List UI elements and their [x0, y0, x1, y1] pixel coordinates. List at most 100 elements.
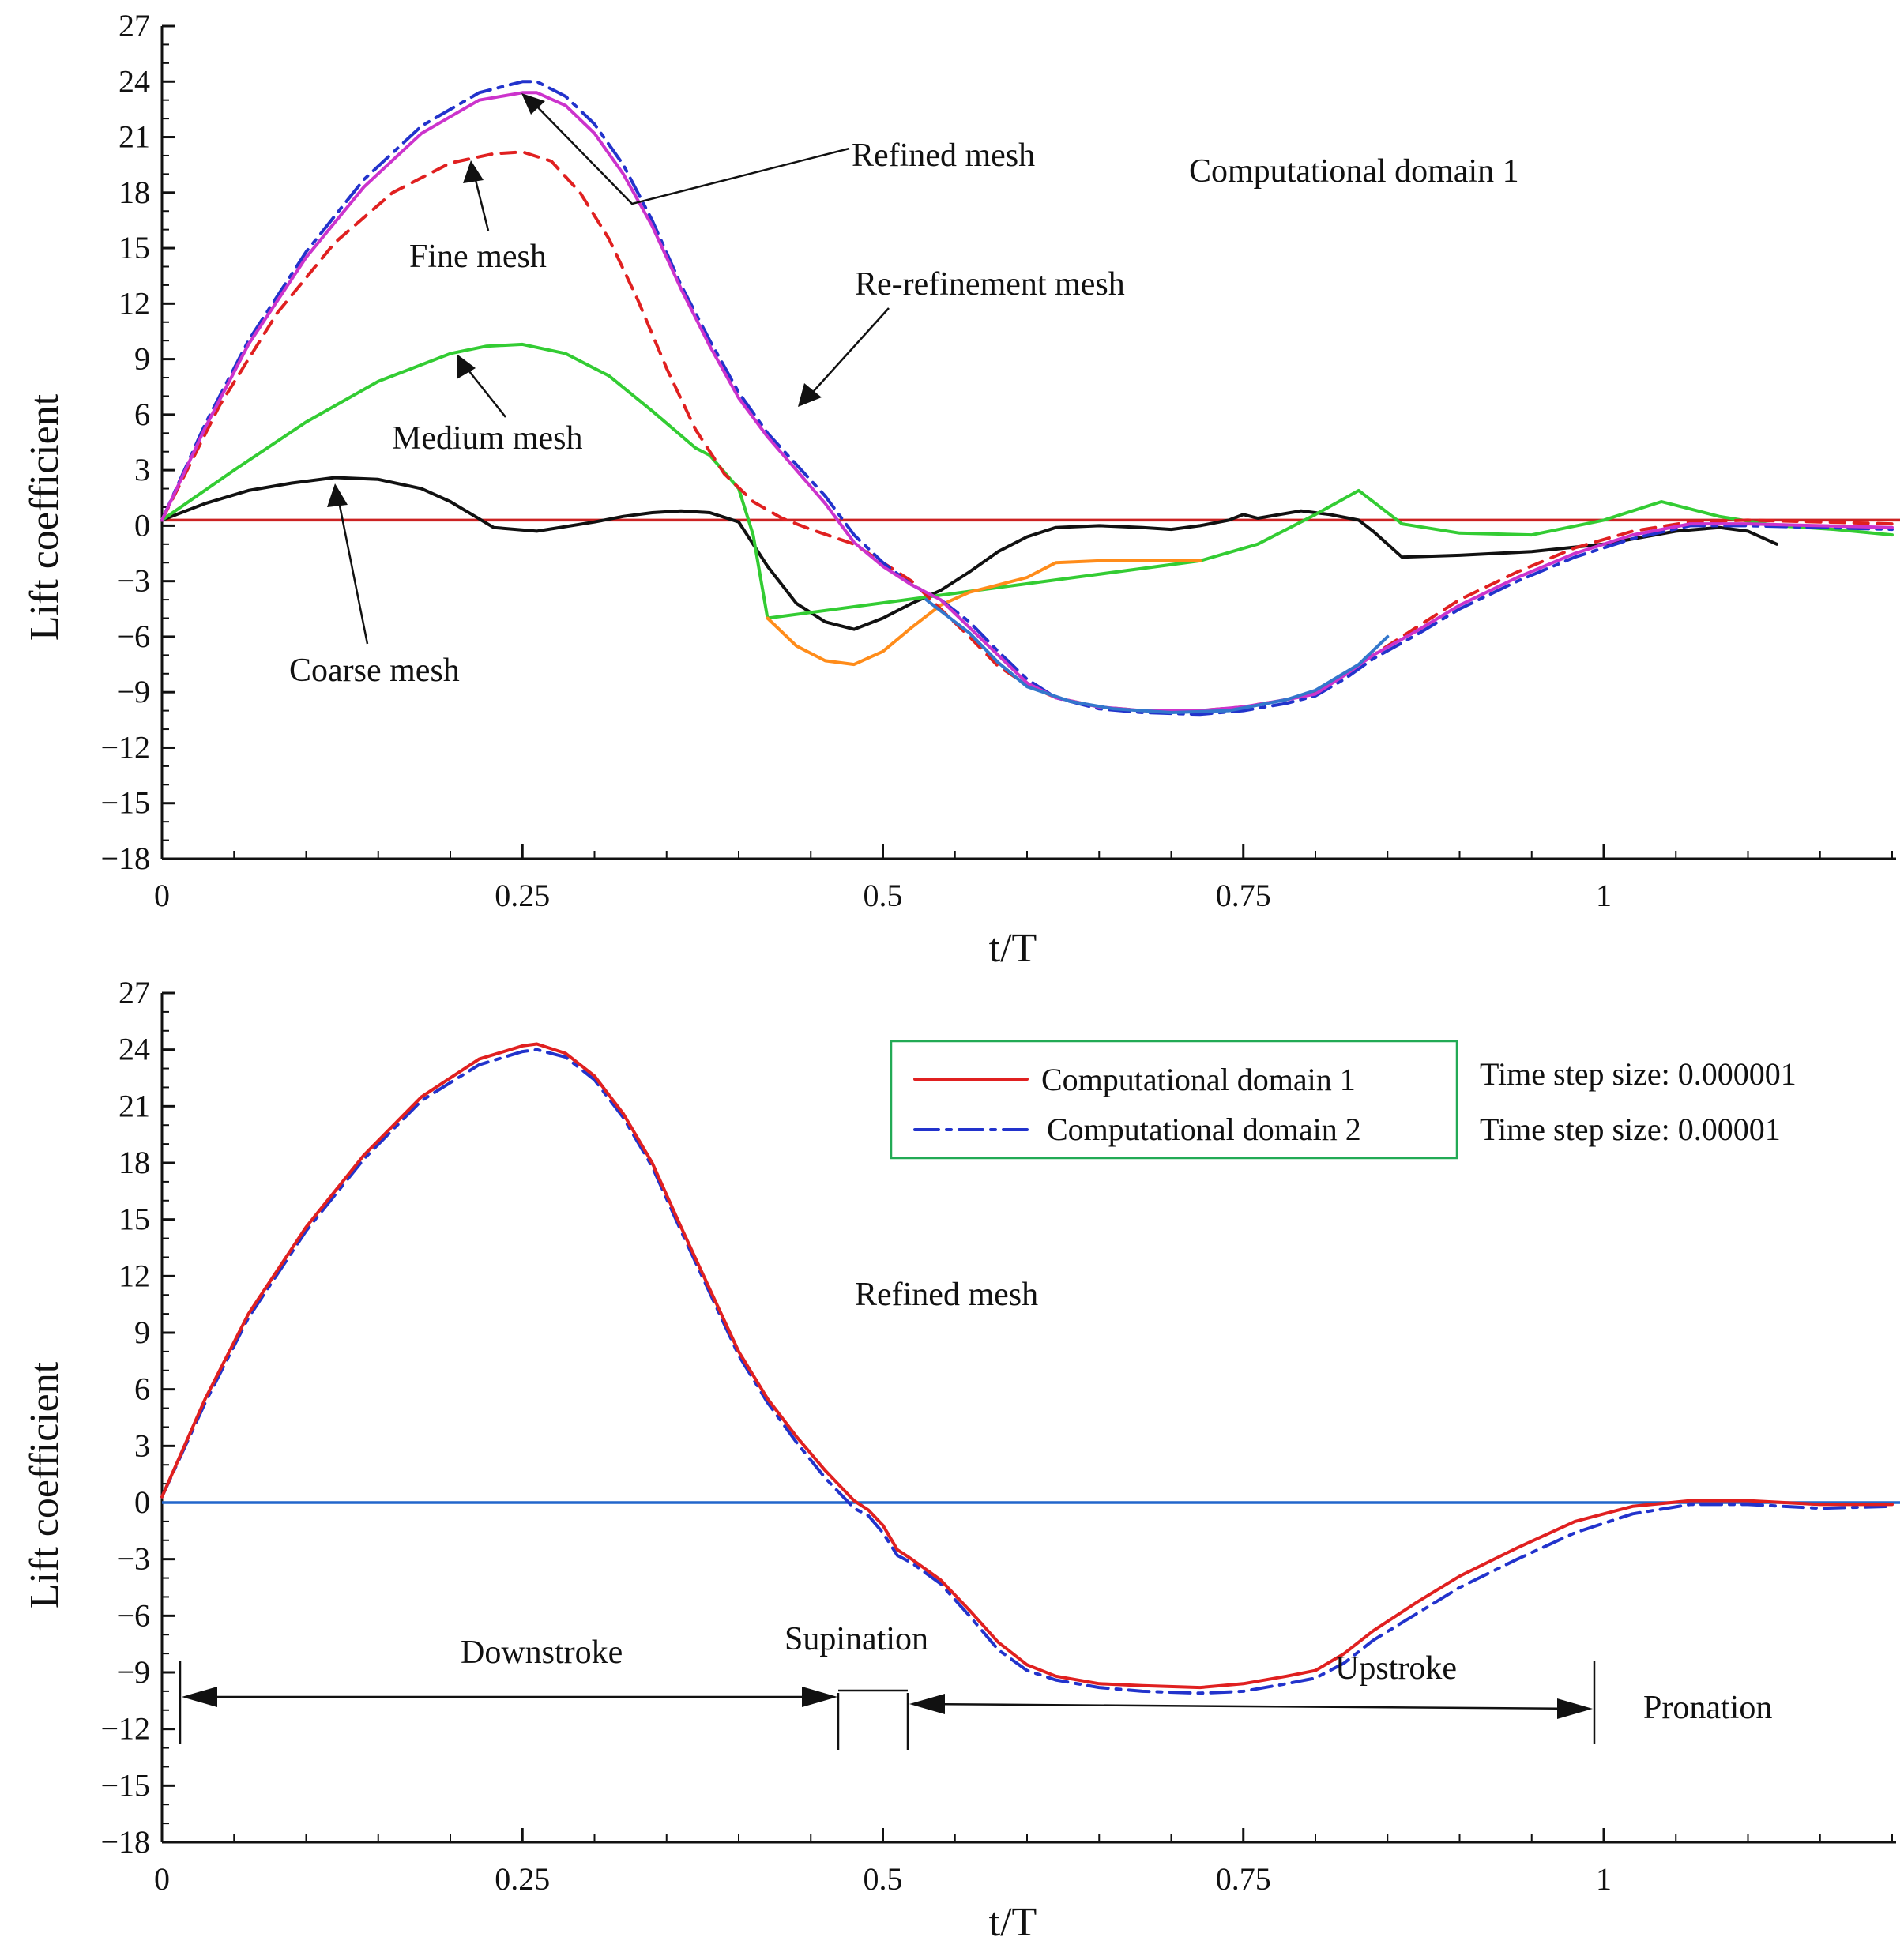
refined-mesh-arrow-head: [521, 93, 545, 115]
bottom-ytick-label: 15: [119, 1202, 150, 1237]
upstroke-arrow-left: [909, 1694, 945, 1714]
top-xtick-label: 0: [154, 878, 170, 913]
refined-mesh-label: Refined mesh: [852, 137, 1035, 174]
upstroke-label: Upstroke: [1335, 1650, 1457, 1687]
bottom-series-group: [160, 1042, 1894, 1695]
top-ytick-label: 21: [119, 119, 150, 155]
bottom-ytick-label: −15: [100, 1767, 150, 1803]
top-y-tick-labels: −18 −15 −12 −9 −6 −3 0 3 6 9 12 15 18 21 24 27: [100, 8, 150, 876]
top-x-axis-title: t/T: [989, 926, 1037, 971]
bottom-series-dom1: [160, 1042, 1894, 1690]
rerefinement-mesh-arrow-line: [813, 307, 890, 392]
time-step-label-2: Time step size: 0.00001: [1480, 1112, 1781, 1147]
top-xtick-label: 0.75: [1216, 878, 1271, 913]
bottom-series-dom2: [160, 1048, 1894, 1695]
top-ytick-label: −9: [116, 674, 150, 709]
fine-mesh-arrow-head: [463, 160, 484, 183]
top-series-rerefined: [160, 80, 1894, 717]
top-series-orange: [766, 559, 1202, 667]
bottom-ytick-label: −6: [116, 1597, 150, 1633]
fine-mesh-label: Fine mesh: [409, 239, 547, 275]
top-series-coarse: [160, 476, 1778, 631]
annotation-coarse-mesh: Coarse mesh: [289, 483, 460, 689]
top-ytick-label: 6: [134, 397, 150, 432]
top-xtick-label: 1: [1596, 878, 1612, 913]
bottom-ytick-label: 12: [119, 1258, 150, 1293]
top-series-refined: [160, 91, 1894, 713]
medium-mesh-arrow-head: [457, 354, 476, 379]
bottom-ytick-label: 24: [119, 1032, 150, 1067]
bottom-y-axis-title: Lift coefficient: [22, 1361, 67, 1608]
annotation-fine-mesh: Fine mesh: [409, 160, 547, 275]
refined-mesh-panel-label: Refined mesh: [855, 1277, 1038, 1313]
phase-markers: Downstroke Supination Upstroke Pronation: [179, 1621, 1772, 1750]
top-y-axis-title: Lift coefficient: [22, 393, 67, 641]
pronation-label: Pronation: [1643, 1690, 1772, 1726]
computational-domain-1-label: Computational domain 1: [1189, 153, 1519, 190]
bottom-xtick-label: 0.5: [864, 1861, 903, 1897]
downstroke-arrow-left: [182, 1687, 217, 1707]
bottom-ytick-label: 18: [119, 1145, 150, 1180]
refined-mesh-arrow-line: [532, 102, 850, 205]
top-ytick-label: 9: [134, 341, 150, 377]
bottom-xtick-label: 1: [1596, 1861, 1612, 1897]
bottom-ytick-label: 21: [119, 1088, 150, 1123]
top-series-medium: [160, 342, 1894, 620]
downstroke-label: Downstroke: [461, 1634, 623, 1671]
top-ytick-label: 12: [119, 285, 150, 321]
legend: Computational domain 1 Computational dom…: [890, 1040, 1458, 1160]
bottom-y-tick-labels: −18 −15 −12 −9 −6 −3 0 3 6 9 12 15 18 21 24 27: [100, 975, 150, 1860]
top-ytick-label: 3: [134, 452, 150, 487]
upstroke-arrow-right: [1557, 1698, 1593, 1719]
legend-label-domain-2: Computational domain 2: [1047, 1112, 1361, 1147]
top-ytick-label: −3: [116, 563, 150, 599]
bottom-x-tick-labels: 0 0.25 0.5 0.75 1: [154, 1861, 1612, 1897]
top-ytick-label: −18: [100, 841, 150, 876]
top-ytick-label: −6: [116, 619, 150, 654]
rerefinement-mesh-label: Re-refinement mesh: [855, 266, 1125, 303]
top-ytick-label: −12: [100, 729, 150, 765]
supination-label: Supination: [785, 1621, 928, 1657]
bottom-ytick-label: −3: [116, 1541, 150, 1577]
top-ytick-label: 18: [119, 175, 150, 210]
bottom-ytick-label: 27: [119, 975, 150, 1010]
medium-mesh-label: Medium mesh: [392, 420, 582, 457]
legend-label-domain-1: Computational domain 1: [1041, 1062, 1356, 1097]
upstroke-arrow-line: [916, 1702, 1585, 1710]
bottom-ytick-label: 6: [134, 1371, 150, 1407]
bottom-ytick-label: −18: [100, 1824, 150, 1860]
medium-mesh-arrow-line: [465, 367, 506, 418]
bottom-xtick-label: 0: [154, 1861, 170, 1897]
bottom-chart-panel: −18 −15 −12 −9 −6 −3 0 3 6 9 12 15 18 21 24 27 0 0.25 0.5…: [22, 975, 1900, 1941]
fine-mesh-arrow-line: [472, 173, 490, 231]
top-ytick-label: 27: [119, 8, 150, 43]
bottom-xtick-label: 0.25: [495, 1861, 550, 1897]
top-xtick-label: 0.5: [864, 878, 903, 913]
downstroke-arrow-right: [802, 1687, 837, 1707]
top-x-tick-labels: 0 0.25 0.5 0.75 1: [154, 878, 1612, 913]
top-ytick-label: 15: [119, 230, 150, 265]
bottom-x-axis-title: t/T: [989, 1900, 1037, 1941]
rerefinement-mesh-arrow-head: [798, 383, 822, 407]
time-step-label-1: Time step size: 0.000001: [1480, 1056, 1797, 1092]
bottom-ytick-label: 9: [134, 1315, 150, 1350]
bottom-xtick-label: 0.75: [1216, 1861, 1271, 1897]
top-ytick-label: −15: [100, 785, 150, 821]
coarse-mesh-label: Coarse mesh: [289, 653, 460, 689]
bottom-ytick-label: −9: [116, 1654, 150, 1690]
annotation-refined-mesh: Refined mesh: [521, 93, 1035, 205]
bottom-ytick-label: −12: [100, 1711, 150, 1747]
top-ytick-label: 24: [119, 63, 150, 99]
annotation-medium-mesh: Medium mesh: [392, 354, 582, 457]
top-series-group: [160, 80, 1894, 717]
coarse-mesh-arrow-line: [337, 497, 369, 645]
coarse-mesh-arrow-head: [327, 483, 348, 507]
top-ytick-label: 0: [134, 507, 150, 543]
top-chart-panel: −18 −15 −12 −9 −6 −3 0 3 6 9 12 15 18 21 24 27 0 0.25 0.5…: [22, 8, 1900, 971]
bottom-ytick-label: 0: [134, 1484, 150, 1520]
legend-box: [890, 1040, 1458, 1160]
top-xtick-label: 0.25: [495, 878, 550, 913]
bottom-ytick-label: 3: [134, 1428, 150, 1463]
annotation-rerefinement-mesh: Re-refinement mesh: [798, 266, 1125, 407]
